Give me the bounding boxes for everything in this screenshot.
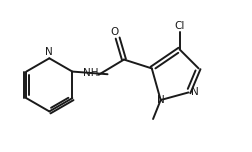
Text: NH: NH xyxy=(82,68,98,78)
Text: N: N xyxy=(45,47,53,57)
Text: N: N xyxy=(156,95,164,105)
Text: O: O xyxy=(110,28,118,38)
Text: Cl: Cl xyxy=(174,21,184,31)
Text: N: N xyxy=(190,87,198,97)
